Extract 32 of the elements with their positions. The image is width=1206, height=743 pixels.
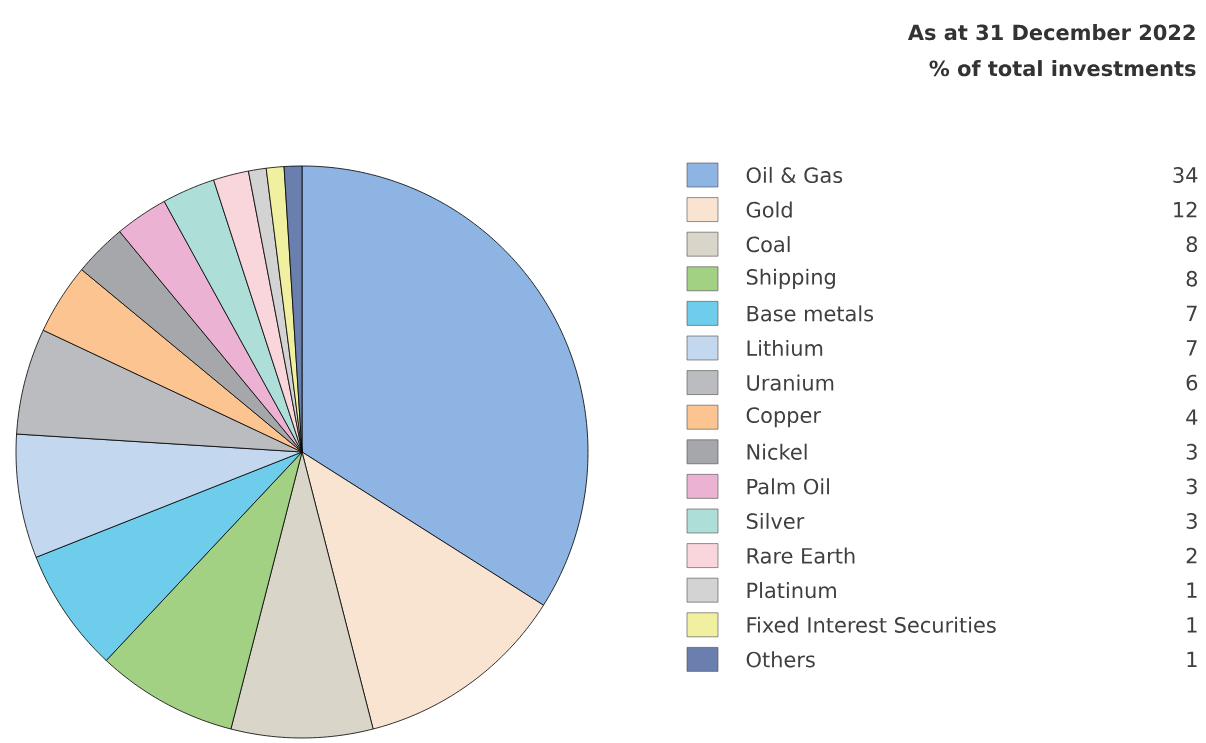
data-label: 3 — [1186, 513, 1197, 529]
legend-label: Copper — [746, 407, 821, 428]
data-label: 8 — [1186, 270, 1198, 287]
legend-label: Palm Oil — [747, 478, 829, 495]
data-label: 1 — [1187, 651, 1197, 668]
legend-label: Oil & Gas — [746, 166, 843, 184]
data-label: 3 — [1186, 478, 1197, 495]
legend-label: Nickel — [747, 443, 807, 460]
data-label: 1 — [1187, 617, 1197, 633]
legend-label: Silver — [746, 512, 805, 530]
legend-label: Gold — [746, 201, 792, 218]
chart-subtitle: % of total investments — [929, 60, 1196, 77]
legend-label: Lithium — [747, 339, 823, 357]
chart-title: As at 31 December 2022 — [907, 24, 1195, 41]
legend-label: Base metals — [747, 305, 874, 322]
data-label: 4 — [1186, 409, 1198, 425]
data-label: 34 — [1173, 167, 1198, 183]
data-label: 3 — [1186, 443, 1197, 460]
legend-label: Others — [746, 651, 815, 668]
legend-label: Fixed Interest Securities — [747, 616, 996, 633]
data-label: 1 — [1187, 582, 1197, 598]
data-label: 8 — [1186, 236, 1198, 253]
data-label: 2 — [1186, 547, 1197, 564]
data-label: 12 — [1174, 201, 1197, 218]
data-label: 7 — [1186, 305, 1197, 322]
legend-label: Platinum — [747, 582, 836, 599]
legend-label: Shipping — [746, 268, 835, 289]
data-label: 7 — [1186, 340, 1197, 356]
legend-label: Uranium — [747, 374, 834, 391]
data-label: 6 — [1186, 374, 1198, 391]
legend-label: Rare Earth — [747, 547, 855, 564]
legend-label: Coal — [746, 236, 790, 253]
